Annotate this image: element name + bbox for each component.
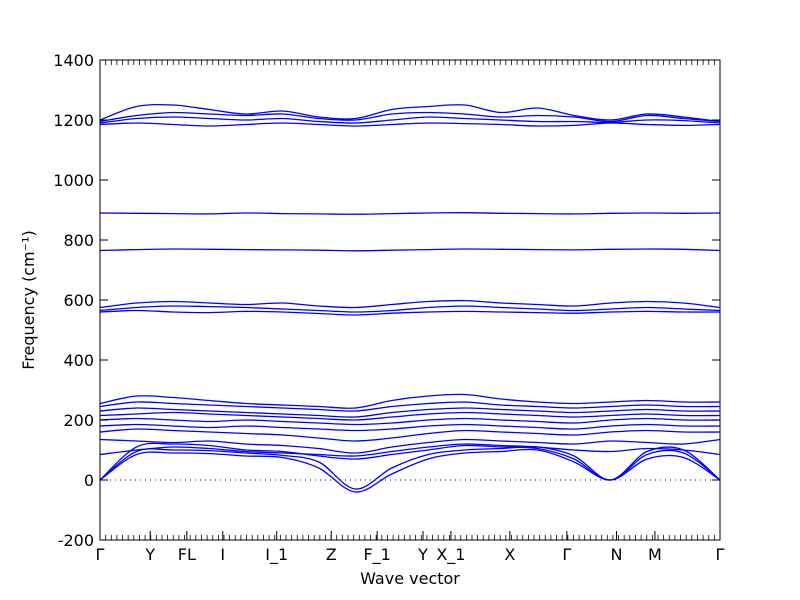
x-tick-label: Γ xyxy=(562,545,571,564)
x-tick-label: X_1 xyxy=(436,545,465,565)
y-tick-label: 1400 xyxy=(53,51,94,70)
x-tick-label: FL xyxy=(178,545,196,564)
x-tick-label: Y xyxy=(417,545,428,564)
band-line-15 xyxy=(99,299,721,309)
band-line-21 xyxy=(99,103,721,123)
band-line-14 xyxy=(99,305,721,313)
x-tick-label: Γ xyxy=(716,545,725,564)
band-line-8 xyxy=(99,417,721,426)
x-tick-label: X xyxy=(504,545,515,564)
band-line-16 xyxy=(99,248,721,252)
band-line-20 xyxy=(99,111,721,123)
x-tick-label: F_1 xyxy=(363,545,390,565)
band-line-17 xyxy=(99,212,721,215)
y-tick-label: 0 xyxy=(84,471,94,490)
band-line-18 xyxy=(99,122,721,127)
band-line-10 xyxy=(99,407,721,418)
x-tick-label: I xyxy=(220,545,225,564)
band-line-3 xyxy=(99,442,721,481)
x-tick-label: Y xyxy=(144,545,155,564)
plot-area xyxy=(99,103,721,493)
x-tick-label: M xyxy=(648,545,662,564)
axes: -200 0 200 400 600 800 1000 1200 1400 Γ Y FL I I_1 Z F_… xyxy=(53,51,724,565)
band-line-12 xyxy=(99,393,721,409)
plot-frame xyxy=(99,59,721,541)
band-line-11 xyxy=(99,401,721,412)
band-line-9 xyxy=(99,411,721,421)
y-tick-label: 1200 xyxy=(53,111,94,130)
x-axis-label: Wave vector xyxy=(360,569,460,588)
band-line-4 xyxy=(99,443,721,457)
band-line-13 xyxy=(99,309,721,316)
y-tick-label: 1000 xyxy=(53,171,94,190)
y-axis-label: Frequency (cm⁻¹) xyxy=(19,230,38,369)
y-tick-label: 400 xyxy=(63,351,94,370)
x-tick-label: Z xyxy=(326,545,337,564)
y-tick-label: 200 xyxy=(63,411,94,430)
x-tick-label: N xyxy=(610,545,622,564)
x-tick-label: I_1 xyxy=(265,545,288,565)
y-tick-label: 600 xyxy=(63,291,94,310)
y-tick-label: 800 xyxy=(63,231,94,250)
y-tick-label: -200 xyxy=(58,531,94,550)
band-line-5 xyxy=(99,438,721,454)
x-tick-label: Γ xyxy=(96,545,105,564)
band-line-19 xyxy=(99,116,721,124)
band-line-7 xyxy=(99,423,721,432)
band-line-6 xyxy=(99,428,721,442)
